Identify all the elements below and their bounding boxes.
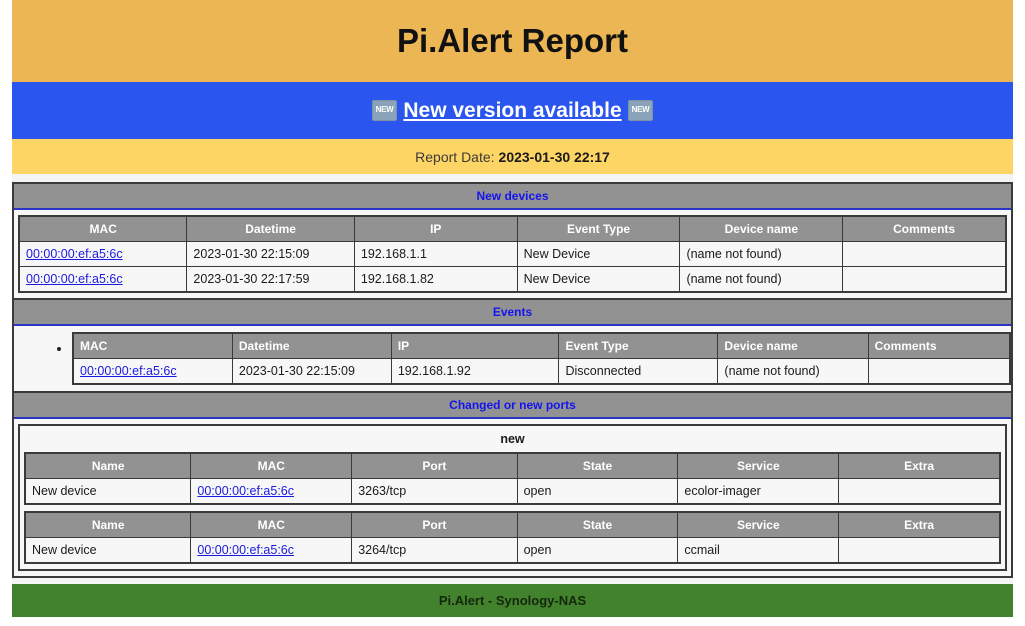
- col-mac: MAC: [72, 333, 233, 359]
- col-event-type: Event Type: [558, 333, 719, 359]
- cell-ip: 192.168.1.82: [353, 266, 518, 293]
- col-extra: Extra: [838, 512, 1001, 538]
- footer-bar: Pi.Alert - Synology-NAS: [12, 584, 1013, 617]
- col-mac: MAC: [18, 216, 188, 242]
- new-version-banner: NEW New version available NEW: [12, 82, 1013, 139]
- cell-datetime: 2023-01-30 22:15:09: [231, 358, 392, 385]
- cell-port: 3264/tcp: [351, 537, 518, 564]
- col-name: Name: [24, 512, 192, 538]
- section-changed-ports: Changed or new ports new Name MAC Port S…: [12, 393, 1013, 578]
- table-header-row: MAC Datetime IP Event Type Device name C…: [72, 333, 1011, 359]
- col-port: Port: [351, 453, 518, 479]
- cell-service: ecolor-imager: [677, 478, 840, 505]
- new-badge-right-icon: NEW: [627, 100, 654, 121]
- section-body-changed-ports: new Name MAC Port State Service Ext: [14, 419, 1011, 576]
- col-event-type: Event Type: [516, 216, 681, 242]
- section-body-new-devices: MAC Datetime IP Event Type Device name C…: [14, 210, 1011, 298]
- cell-datetime: 2023-01-30 22:17:59: [186, 266, 355, 293]
- cell-name: New device: [24, 537, 192, 564]
- cell-mac: 00:00:00:ef:a5:6c: [190, 478, 353, 505]
- col-datetime: Datetime: [231, 333, 392, 359]
- section-title-changed-ports: Changed or new ports: [14, 393, 1011, 419]
- mac-link[interactable]: 00:00:00:ef:a5:6c: [197, 543, 294, 557]
- cell-state: open: [516, 478, 679, 505]
- table-header-row: MAC Datetime IP Event Type Device name C…: [18, 216, 1007, 242]
- mac-link[interactable]: 00:00:00:ef:a5:6c: [26, 272, 123, 286]
- events-list: MAC Datetime IP Event Type Device name C…: [14, 326, 1011, 391]
- cell-extra: [838, 537, 1001, 564]
- list-item: MAC Datetime IP Event Type Device name C…: [72, 332, 1011, 385]
- col-device-name: Device name: [717, 333, 869, 359]
- col-state: State: [516, 512, 679, 538]
- col-ip: IP: [353, 216, 518, 242]
- ports-table-1: Name MAC Port State Service Extra: [24, 452, 1001, 505]
- section-title-events: Events: [14, 300, 1011, 326]
- col-service: Service: [677, 512, 840, 538]
- table-row: New device 00:00:00:ef:a5:6c 3264/tcp op…: [24, 537, 1001, 564]
- cell-comments: [842, 266, 1007, 293]
- table-header-row: Name MAC Port State Service Extra: [24, 453, 1001, 479]
- port-tables: Name MAC Port State Service Extra: [20, 452, 1005, 569]
- report-date-banner: Report Date: 2023-01-30 22:17: [12, 139, 1013, 174]
- cell-mac: 00:00:00:ef:a5:6c: [72, 358, 233, 385]
- col-comments: Comments: [842, 216, 1007, 242]
- col-comments: Comments: [867, 333, 1011, 359]
- new-version-link[interactable]: New version available: [403, 98, 622, 122]
- col-service: Service: [677, 453, 840, 479]
- col-state: State: [516, 453, 679, 479]
- cell-ip: 192.168.1.92: [390, 358, 560, 385]
- mac-link[interactable]: 00:00:00:ef:a5:6c: [80, 364, 177, 378]
- table-row: New device 00:00:00:ef:a5:6c 3263/tcp op…: [24, 478, 1001, 505]
- mac-link[interactable]: 00:00:00:ef:a5:6c: [26, 247, 123, 261]
- table-row: 00:00:00:ef:a5:6c 2023-01-30 22:17:59 19…: [18, 266, 1007, 293]
- cell-event-type: New Device: [516, 266, 681, 293]
- page-title: Pi.Alert Report: [396, 22, 629, 59]
- cell-mac: 00:00:00:ef:a5:6c: [18, 241, 188, 267]
- port-group-label: new: [20, 426, 1005, 452]
- col-name: Name: [24, 453, 192, 479]
- section-new-devices: New devices MAC Datetime IP Event Type D…: [12, 182, 1013, 300]
- title-banner: Pi.Alert Report: [12, 0, 1013, 82]
- cell-device-name: (name not found): [717, 358, 869, 385]
- col-ip: IP: [390, 333, 560, 359]
- table-row: 00:00:00:ef:a5:6c 2023-01-30 22:15:09 19…: [18, 241, 1007, 267]
- cell-device-name: (name not found): [679, 241, 844, 267]
- cell-event-type: New Device: [516, 241, 681, 267]
- cell-comments: [867, 358, 1011, 385]
- cell-port: 3263/tcp: [351, 478, 518, 505]
- col-extra: Extra: [838, 453, 1001, 479]
- cell-device-name: (name not found): [679, 266, 844, 293]
- cell-datetime: 2023-01-30 22:15:09: [186, 241, 355, 267]
- table-header-row: Name MAC Port State Service Extra: [24, 512, 1001, 538]
- ports-table-2: Name MAC Port State Service Extra: [24, 511, 1001, 564]
- new-badge-left-icon: NEW: [371, 100, 398, 121]
- report-date-label: Report Date:: [415, 148, 495, 165]
- table-row: 00:00:00:ef:a5:6c 2023-01-30 22:15:09 19…: [72, 358, 1011, 385]
- port-group-new: new Name MAC Port State Service Ext: [18, 424, 1007, 571]
- mac-link[interactable]: 00:00:00:ef:a5:6c: [197, 484, 294, 498]
- col-mac: MAC: [190, 453, 353, 479]
- section-body-events: MAC Datetime IP Event Type Device name C…: [14, 326, 1011, 391]
- col-device-name: Device name: [679, 216, 844, 242]
- new-devices-table: MAC Datetime IP Event Type Device name C…: [18, 215, 1007, 293]
- cell-mac: 00:00:00:ef:a5:6c: [190, 537, 353, 564]
- section-title-new-devices: New devices: [14, 184, 1011, 210]
- events-table: MAC Datetime IP Event Type Device name C…: [72, 332, 1011, 385]
- col-datetime: Datetime: [186, 216, 355, 242]
- report-date-value: 2023-01-30 22:17: [498, 148, 610, 165]
- col-port: Port: [351, 512, 518, 538]
- section-events: Events MAC Datetime IP Event Type Devi: [12, 300, 1013, 393]
- report-content: New devices MAC Datetime IP Event Type D…: [12, 174, 1013, 584]
- cell-state: open: [516, 537, 679, 564]
- cell-comments: [842, 241, 1007, 267]
- cell-event-type: Disconnected: [558, 358, 719, 385]
- footer-text: Pi.Alert - Synology-NAS: [438, 593, 587, 608]
- col-mac: MAC: [190, 512, 353, 538]
- cell-ip: 192.168.1.1: [353, 241, 518, 267]
- cell-mac: 00:00:00:ef:a5:6c: [18, 266, 188, 293]
- cell-name: New device: [24, 478, 192, 505]
- cell-extra: [838, 478, 1001, 505]
- cell-service: ccmail: [677, 537, 840, 564]
